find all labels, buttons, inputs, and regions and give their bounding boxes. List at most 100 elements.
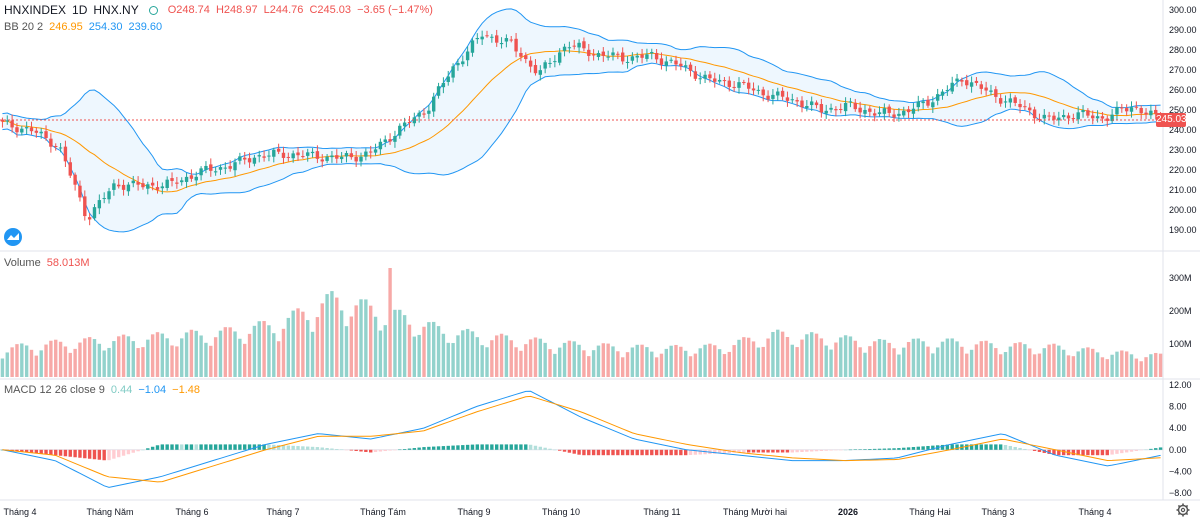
volume-bar: [950, 338, 954, 377]
candle-body: [1095, 116, 1100, 119]
candle-body: [659, 58, 664, 65]
macd-histogram-bar: [44, 449, 48, 455]
volume-label: Volume: [4, 257, 41, 269]
volume-bar: [771, 331, 775, 377]
circle-toggle-icon[interactable]: [148, 5, 158, 15]
volume-bar: [1115, 351, 1119, 377]
macd-histogram-bar: [1018, 447, 1022, 450]
candle-body: [969, 82, 974, 87]
macd-histogram-bar: [829, 449, 833, 451]
macd-histogram-bar: [839, 449, 843, 451]
bb-upper-line: [2, 8, 1161, 175]
macd-histogram-bar: [417, 447, 421, 450]
candle-body: [713, 78, 717, 82]
time-axis-label: Tháng 7: [266, 507, 299, 517]
macd-histogram-bar: [756, 449, 761, 453]
volume-bar: [1158, 353, 1163, 377]
macd-histogram-bar: [1144, 449, 1148, 451]
macd-histogram-bar: [698, 449, 702, 455]
macd-histogram-bar: [92, 449, 97, 460]
candle-body: [213, 171, 218, 173]
macd-histogram-bar: [63, 449, 68, 457]
candle-body: [364, 151, 368, 157]
candle-body: [538, 70, 543, 75]
bb-lower-line: [2, 62, 1161, 233]
macd-histogram-bar: [572, 449, 576, 454]
candle-body: [218, 167, 223, 170]
candle-body: [998, 98, 1003, 104]
volume-bar: [1124, 351, 1129, 377]
volume-legend[interactable]: Volume 58.013M: [4, 256, 90, 270]
macd-histogram-bar: [596, 449, 601, 456]
candle-body: [441, 82, 446, 88]
volume-bar: [853, 340, 857, 377]
macd-tick-label: 4.00: [1169, 423, 1187, 433]
candle-body: [427, 110, 431, 114]
macd-histogram-bar: [378, 449, 383, 452]
candle-body: [1057, 117, 1061, 121]
price-tick-label: 300.00: [1169, 5, 1197, 15]
candle-body: [717, 79, 722, 82]
volume-bar: [272, 333, 276, 377]
volume-bar: [276, 341, 281, 377]
candle-body: [732, 86, 736, 88]
macd-histogram-bar: [97, 449, 102, 460]
volume-bar: [1066, 355, 1071, 377]
volume-bar: [713, 345, 717, 377]
volume-bar: [39, 350, 43, 377]
tradingview-logo-icon[interactable]: [4, 228, 22, 246]
volume-bar: [170, 345, 174, 377]
macd-histogram-bar: [926, 445, 930, 450]
candle-body: [330, 155, 334, 158]
candle-body: [68, 162, 72, 176]
volume-bar: [897, 354, 901, 377]
macd-histogram-bar: [1037, 449, 1042, 452]
candle-body: [1100, 116, 1105, 119]
candle-body: [446, 76, 450, 82]
volume-bar: [112, 341, 116, 377]
open-value: O248.74: [167, 4, 210, 16]
candle-body: [291, 153, 295, 159]
candle-body: [373, 149, 378, 153]
macd-histogram-bar: [645, 449, 649, 456]
macd-histogram-bar: [170, 444, 174, 450]
macd-legend[interactable]: MACD 12 26 close 9 0.44 −1.04 −1.48: [4, 383, 200, 397]
volume-bar: [1129, 354, 1134, 377]
volume-bar: [1149, 354, 1153, 377]
candle-body: [935, 94, 940, 101]
volume-bar: [146, 339, 150, 377]
volume-bar: [73, 348, 77, 377]
macd-histogram-bar: [742, 449, 746, 453]
time-axis-label: Tháng Hai: [909, 507, 951, 517]
volume-bar: [926, 346, 930, 377]
macd-histogram-bar: [853, 449, 857, 450]
candle-body: [422, 113, 426, 115]
candle-body: [10, 120, 14, 128]
macd-histogram-bar: [635, 449, 639, 456]
macd-histogram-bar: [136, 449, 140, 452]
interval-label[interactable]: 1D: [72, 3, 88, 17]
macd-histogram-bar: [209, 444, 213, 450]
volume-bar: [606, 343, 610, 377]
gear-icon[interactable]: [1176, 503, 1190, 517]
macd-histogram-bar: [121, 449, 126, 456]
candle-body: [402, 122, 407, 127]
macd-histogram-bar: [766, 449, 770, 453]
macd-histogram-bar: [412, 448, 417, 450]
candle-body: [902, 110, 906, 116]
candle-body: [630, 56, 635, 61]
symbol-name[interactable]: HNXINDEX: [4, 3, 67, 17]
volume-bar: [451, 343, 455, 377]
macd-histogram-bar: [984, 444, 988, 450]
volume-bar: [863, 352, 867, 377]
macd-histogram-bar: [524, 444, 528, 450]
volume-bar: [378, 330, 383, 377]
candle-body: [562, 46, 567, 51]
candle-body: [839, 109, 843, 111]
volume-bar: [1091, 348, 1095, 377]
bb-legend[interactable]: BB 20 2 246.95 254.30 239.60: [4, 20, 162, 34]
volume-bar: [1057, 345, 1061, 377]
volume-bar: [504, 335, 509, 377]
macd-histogram-bar: [499, 444, 504, 450]
